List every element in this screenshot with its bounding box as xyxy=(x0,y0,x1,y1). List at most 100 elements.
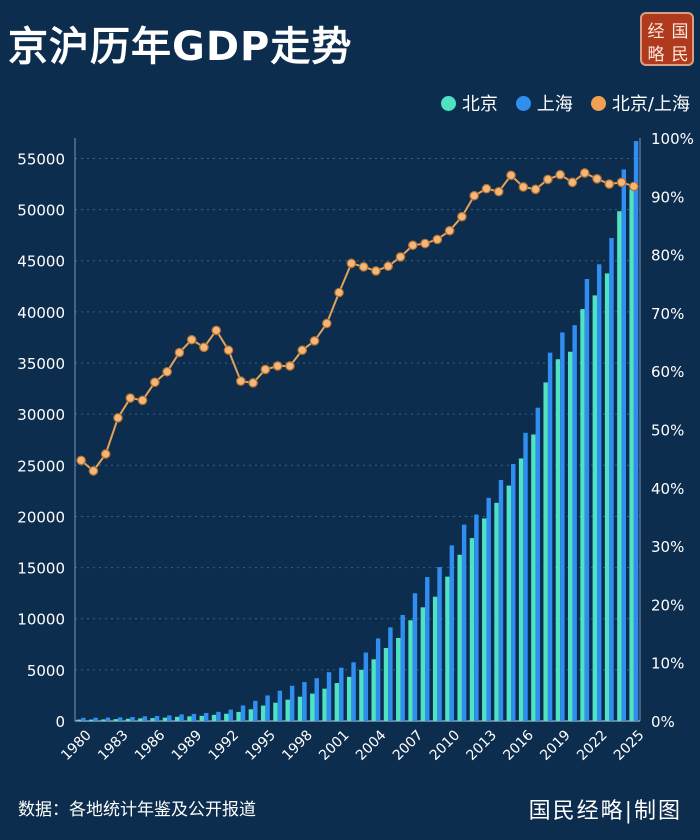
ratio-point xyxy=(481,183,492,194)
bar-shanghai xyxy=(339,667,344,721)
bar-shanghai xyxy=(474,514,479,721)
x-tick-label: 2004 xyxy=(353,727,390,764)
ratio-point xyxy=(248,378,258,388)
ratio-point xyxy=(125,393,136,403)
ratio-point xyxy=(616,177,627,188)
bar-beijing xyxy=(445,576,450,721)
ratio-point xyxy=(629,181,639,192)
right-tick-label: 0% xyxy=(651,713,675,731)
bar-shanghai xyxy=(547,352,553,721)
legend-item-shanghai[interactable]: 上海 xyxy=(515,90,573,116)
left-tick-label: 55000 xyxy=(17,150,65,168)
bar-beijing xyxy=(297,696,303,721)
bar-beijing xyxy=(629,189,634,721)
ratio-point xyxy=(457,211,467,222)
x-tick-label: 2010 xyxy=(427,727,464,764)
ratio-point xyxy=(420,238,430,249)
bar-shanghai xyxy=(265,695,270,721)
bar-shanghai xyxy=(314,678,319,721)
ratio-point xyxy=(150,377,160,388)
right-tick-label: 70% xyxy=(651,305,684,323)
ratio-point xyxy=(272,361,283,371)
ratio-point xyxy=(321,318,332,329)
bar-shanghai xyxy=(486,497,491,721)
bar-beijing xyxy=(432,596,438,721)
ratio-point xyxy=(358,262,369,272)
left-tick-label: 25000 xyxy=(17,457,65,475)
ratio-point xyxy=(518,182,529,192)
bar-beijing xyxy=(592,295,598,721)
bar-shanghai xyxy=(597,264,602,721)
bar-beijing xyxy=(506,485,512,721)
bar-shanghai xyxy=(363,652,369,721)
bar-beijing xyxy=(482,518,487,721)
bar-beijing xyxy=(76,719,82,721)
bar-shanghai xyxy=(425,577,430,721)
ratio-point xyxy=(174,347,185,358)
x-tick-label: 1980 xyxy=(58,727,95,764)
right-tick-label: 20% xyxy=(651,596,684,614)
bar-shanghai xyxy=(130,717,135,721)
bar-beijing xyxy=(285,699,290,721)
ratio-point xyxy=(493,186,504,197)
logo-char: 经 xyxy=(647,22,665,42)
left-tick-label: 0 xyxy=(55,713,65,731)
bar-shanghai xyxy=(609,238,614,721)
bar-shanghai xyxy=(572,325,577,721)
bar-shanghai xyxy=(142,716,147,721)
bar-beijing xyxy=(408,620,413,721)
ratio-point xyxy=(223,345,234,356)
bar-beijing xyxy=(260,705,266,721)
ratio-point xyxy=(137,395,148,406)
right-tick-label: 40% xyxy=(651,480,684,498)
bar-beijing xyxy=(396,637,401,721)
bar-beijing xyxy=(518,458,524,721)
bar-beijing xyxy=(555,359,561,721)
bar-beijing xyxy=(150,718,155,721)
bar-shanghai xyxy=(216,711,221,721)
ratio-point xyxy=(162,366,172,377)
ratio-point xyxy=(555,169,565,180)
x-tick-label: 1989 xyxy=(169,727,206,764)
ratio-point xyxy=(334,287,344,298)
bar-shanghai xyxy=(560,332,565,721)
legend-label: 上海 xyxy=(536,94,573,115)
bar-beijing xyxy=(89,719,94,721)
page-title: 京沪历年GDP走势 xyxy=(8,24,353,70)
ratio-point xyxy=(395,252,406,262)
bar-shanghai xyxy=(535,407,541,721)
ratio-point xyxy=(199,342,209,353)
right-tick-label: 10% xyxy=(651,655,684,673)
ratio-point xyxy=(76,455,86,466)
x-tick-label: 2013 xyxy=(464,727,501,764)
bar-shanghai xyxy=(633,141,639,721)
bar-beijing xyxy=(580,309,585,721)
chart-legend: 北京 上海 北京/上海 xyxy=(440,90,690,116)
bar-beijing xyxy=(568,351,573,721)
bar-shanghai xyxy=(523,432,528,721)
logo-char: 略 xyxy=(647,45,665,65)
ratio-point xyxy=(567,177,578,188)
bar-shanghai xyxy=(191,713,197,721)
left-tick-label: 30000 xyxy=(17,406,65,424)
legend-item-ratio[interactable]: 北京/上海 xyxy=(590,90,690,116)
bar-shanghai xyxy=(240,705,246,721)
left-tick-label: 45000 xyxy=(17,253,65,271)
bar-shanghai xyxy=(154,715,160,721)
bar-shanghai xyxy=(302,682,307,721)
bar-shanghai xyxy=(289,685,295,721)
bar-shanghai xyxy=(621,169,626,722)
bar-beijing xyxy=(101,719,106,721)
right-tick-label: 50% xyxy=(651,422,684,440)
ratio-point xyxy=(113,413,123,423)
bar-shanghai xyxy=(388,627,393,721)
legend-item-beijing[interactable]: 北京 xyxy=(440,90,498,116)
bar-beijing xyxy=(617,211,622,721)
ratio-point xyxy=(371,266,381,276)
legend-marker-icon xyxy=(440,95,456,111)
logo-char: 民 xyxy=(671,45,689,65)
bar-shanghai xyxy=(117,717,123,721)
brand-logo: 经 国 略 民 xyxy=(640,12,694,66)
x-tick-label: 2025 xyxy=(611,727,648,764)
ratio-point xyxy=(285,361,295,371)
